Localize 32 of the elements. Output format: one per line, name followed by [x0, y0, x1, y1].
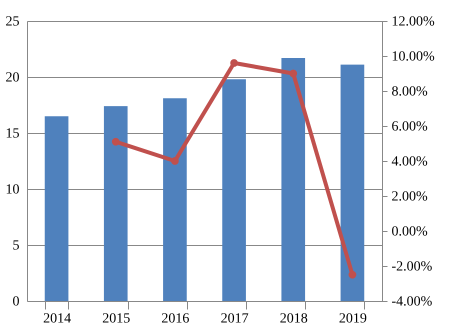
y2-tick-label: 0.00% [392, 224, 428, 240]
point [348, 270, 356, 279]
x-tick-label: 2016 [161, 312, 190, 326]
y-tick-label: 0 [12, 294, 20, 310]
x-tick-label: 2017 [220, 312, 249, 326]
y2-tick-label: 8.00% [392, 84, 428, 100]
y-tick-label: 5 [12, 238, 20, 254]
y2-tick-label: 2.00% [392, 190, 428, 204]
x-tick-label: 2014 [43, 312, 72, 326]
x-tick-label: 2019 [338, 312, 367, 326]
bar [281, 58, 306, 301]
y2-tick-label: 12.00% [392, 14, 435, 30]
y-tick-label: 20 [6, 70, 20, 86]
bar [163, 98, 187, 301]
point [230, 59, 238, 67]
y-tick-label: 10 [6, 182, 20, 198]
bar [222, 79, 246, 301]
x-tick-label: 2018 [280, 312, 308, 326]
point [171, 157, 179, 165]
y-tick-label: 15 [6, 126, 20, 142]
y2-tick-label: 4.00% [392, 154, 428, 170]
bar [104, 106, 128, 301]
y-tick-label: 25 [6, 14, 20, 30]
bar [340, 64, 364, 301]
y2-tick-label: 6.00% [392, 120, 428, 134]
y2-tick-label: -2.00% [392, 260, 433, 274]
point [112, 138, 120, 146]
point [289, 70, 298, 78]
bar [44, 116, 68, 301]
y2-tick-label: -4.00% [392, 294, 433, 310]
x-tick-label: 2015 [102, 312, 130, 326]
y2-tick-label: 10.00% [392, 50, 435, 64]
